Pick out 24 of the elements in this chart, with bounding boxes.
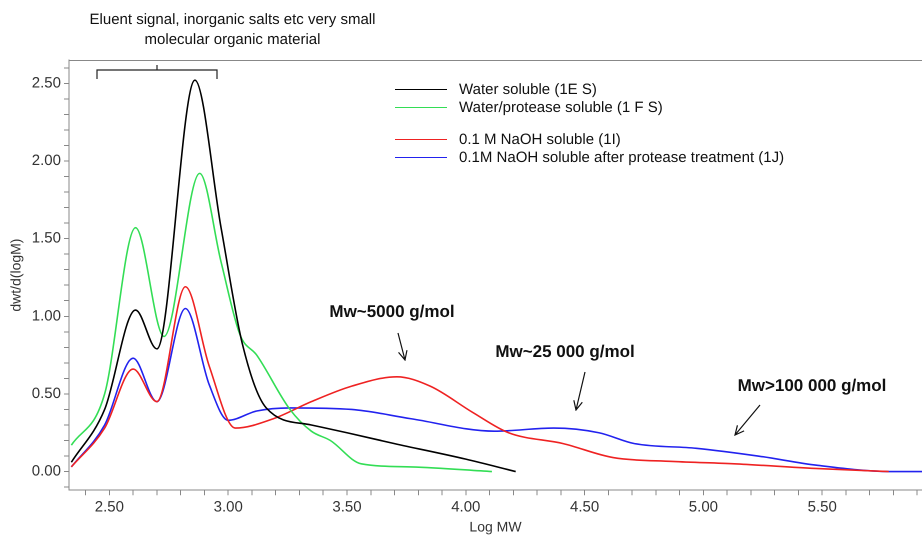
annotation: Mw>100 000 g/mol bbox=[738, 376, 886, 396]
line-series bbox=[70, 172, 493, 472]
annotation: Mw~5000 g/mol bbox=[329, 302, 455, 322]
y-tick-label: 1.50 bbox=[32, 230, 61, 247]
x-tick-label: 4.50 bbox=[570, 498, 600, 516]
x-tick-label: 2.50 bbox=[94, 498, 124, 516]
y-tick-label: 2.00 bbox=[32, 152, 61, 170]
y-tick-label: 0.50 bbox=[32, 385, 61, 402]
x-tick-label: 3.00 bbox=[214, 498, 243, 516]
x-tick-label: 5.00 bbox=[688, 498, 718, 516]
x-tick-label: 4.00 bbox=[451, 498, 480, 516]
legend-label: Water soluble (1E S) bbox=[459, 80, 597, 98]
x-tick-label: 3.50 bbox=[332, 498, 362, 516]
y-tick-label: 1.00 bbox=[32, 307, 61, 324]
x-tick-label: 5.50 bbox=[808, 498, 837, 516]
y-tick-label: 2.50 bbox=[32, 74, 61, 92]
annotation: Mw~25 000 g/mol bbox=[495, 342, 635, 362]
x-axis-title: Log MW bbox=[469, 518, 522, 534]
legend-label: 0.1 M NaOH soluble (1I) bbox=[459, 130, 621, 148]
y-tick-label: 0.00 bbox=[32, 462, 61, 480]
text: Eluent signal, inorganic salts etc very small molecular organic material bbox=[88, 10, 376, 50]
y-axis-title: dwt/d(logM) bbox=[7, 238, 24, 312]
legend-label: 0.1M NaOH soluble after protease treatment (1J) bbox=[459, 148, 784, 166]
legend-label: Water/protease soluble (1 F S) bbox=[459, 98, 663, 116]
